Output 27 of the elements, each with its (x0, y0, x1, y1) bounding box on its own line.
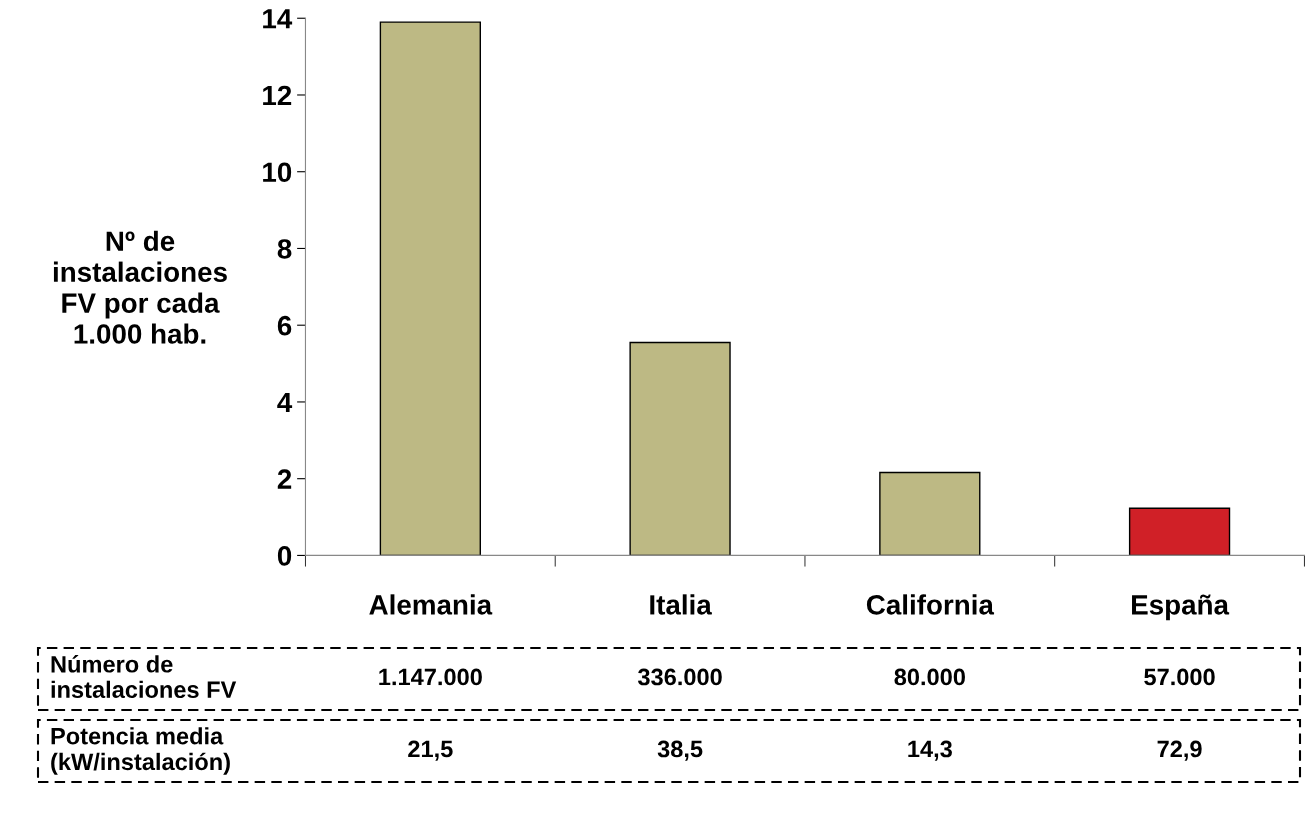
bar (1128, 507, 1231, 556)
text: 336.000 (637, 668, 722, 686)
text: 38,5 (657, 740, 703, 761)
y-axis-title: Nº de instalaciones FV por cada 1.000 hab. (53, 230, 227, 344)
text: 21,5 (408, 740, 453, 761)
y-tick-label: 12 (263, 85, 292, 106)
text: 72,9 (1157, 740, 1202, 761)
text: 1.147.000 (379, 668, 482, 686)
y-tick-label: 8 (277, 239, 292, 259)
x-tick-label: California (866, 594, 995, 615)
y-tick-label: 10 (263, 162, 292, 183)
text: 57.000 (1144, 668, 1215, 686)
y-tick-label: 2 (277, 469, 292, 489)
text: Potencia media (kW/instalación) (51, 727, 230, 775)
x-tick-label: Italia (650, 594, 712, 615)
bar (879, 471, 981, 556)
x-tick-label: España (1132, 594, 1230, 621)
x-tick-label: Alemania (369, 594, 493, 615)
bar (629, 341, 731, 556)
y-tick-label: 4 (277, 392, 293, 413)
text: 14,3 (908, 740, 952, 761)
y-tick-label: 0 (277, 546, 292, 566)
y-tick-label: 6 (277, 315, 292, 336)
text: Número de instalaciones FV (51, 655, 237, 699)
text: 80.000 (894, 668, 965, 686)
bar (379, 21, 481, 556)
y-tick-label: 14 (263, 9, 293, 29)
